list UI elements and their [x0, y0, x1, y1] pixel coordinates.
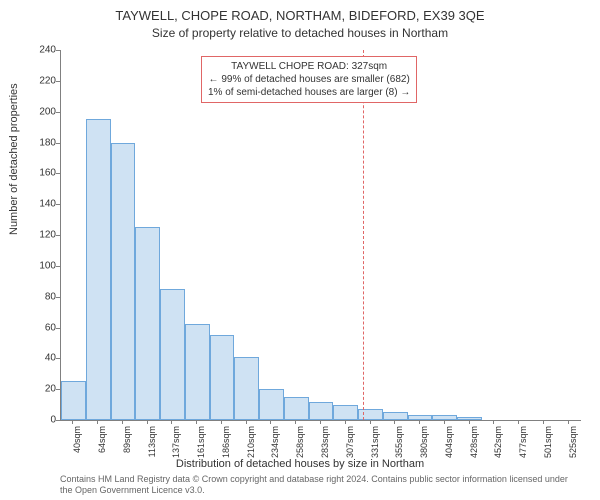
- histogram-bar: [432, 415, 457, 420]
- histogram-bar: [86, 119, 111, 420]
- chart-subtitle: Size of property relative to detached ho…: [0, 26, 600, 40]
- x-tick-mark: [295, 420, 296, 424]
- y-tick-label: 240: [39, 45, 56, 56]
- callout-line3: 1% of semi-detached houses are larger (8…: [208, 86, 410, 99]
- y-tick-label: 100: [39, 260, 56, 271]
- histogram-bar: [457, 417, 482, 420]
- y-tick-label: 180: [39, 137, 56, 148]
- x-tick-mark: [444, 420, 445, 424]
- y-tick-label: 220: [39, 75, 56, 86]
- histogram-bar: [358, 409, 383, 420]
- x-tick-mark: [345, 420, 346, 424]
- reference-line: [363, 50, 364, 420]
- histogram-bar: [61, 381, 86, 420]
- y-tick-mark: [56, 173, 60, 174]
- x-tick-mark: [469, 420, 470, 424]
- x-tick-mark: [370, 420, 371, 424]
- y-tick-mark: [56, 389, 60, 390]
- x-tick-mark: [97, 420, 98, 424]
- histogram-bar: [185, 324, 210, 420]
- histogram-bar: [383, 412, 408, 420]
- y-tick-label: 160: [39, 168, 56, 179]
- histogram-bar: [210, 335, 235, 420]
- y-tick-label: 140: [39, 199, 56, 210]
- x-tick-mark: [72, 420, 73, 424]
- x-tick-mark: [493, 420, 494, 424]
- x-tick-mark: [394, 420, 395, 424]
- x-tick-mark: [122, 420, 123, 424]
- x-tick-mark: [221, 420, 222, 424]
- y-tick-label: 60: [45, 322, 56, 333]
- x-tick-mark: [543, 420, 544, 424]
- y-tick-mark: [56, 420, 60, 421]
- histogram-bar: [111, 143, 136, 421]
- y-tick-mark: [56, 204, 60, 205]
- chart-container: TAYWELL, CHOPE ROAD, NORTHAM, BIDEFORD, …: [0, 0, 600, 500]
- histogram-bar: [160, 289, 185, 420]
- x-tick-mark: [246, 420, 247, 424]
- x-tick-mark: [518, 420, 519, 424]
- x-tick-mark: [568, 420, 569, 424]
- y-tick-mark: [56, 143, 60, 144]
- histogram-bar: [333, 405, 358, 420]
- y-tick-mark: [56, 112, 60, 113]
- histogram-bar: [259, 389, 284, 420]
- x-tick-mark: [171, 420, 172, 424]
- x-tick-mark: [270, 420, 271, 424]
- x-tick-mark: [419, 420, 420, 424]
- histogram-bar: [309, 402, 334, 421]
- y-tick-label: 120: [39, 230, 56, 241]
- y-axis-label: Number of detached properties: [8, 83, 20, 235]
- footer-note: Contains HM Land Registry data © Crown c…: [60, 474, 580, 496]
- histogram-bar: [234, 357, 259, 420]
- y-tick-label: 40: [45, 353, 56, 364]
- y-tick-mark: [56, 297, 60, 298]
- callout-line2: ← 99% of detached houses are smaller (68…: [208, 73, 410, 86]
- x-axis-label: Distribution of detached houses by size …: [0, 458, 600, 470]
- x-tick-mark: [196, 420, 197, 424]
- y-tick-mark: [56, 358, 60, 359]
- y-tick-mark: [56, 266, 60, 267]
- histogram-bar: [135, 227, 160, 420]
- y-tick-mark: [56, 235, 60, 236]
- x-tick-mark: [147, 420, 148, 424]
- y-tick-mark: [56, 50, 60, 51]
- plot-area: TAYWELL CHOPE ROAD: 327sqm← 99% of detac…: [60, 50, 581, 421]
- y-tick-label: 80: [45, 291, 56, 302]
- histogram-bar: [284, 397, 309, 420]
- y-tick-label: 20: [45, 384, 56, 395]
- y-tick-mark: [56, 81, 60, 82]
- x-tick-mark: [320, 420, 321, 424]
- callout-line1: TAYWELL CHOPE ROAD: 327sqm: [208, 60, 410, 73]
- chart-title: TAYWELL, CHOPE ROAD, NORTHAM, BIDEFORD, …: [0, 8, 600, 23]
- y-tick-label: 200: [39, 106, 56, 117]
- callout-box: TAYWELL CHOPE ROAD: 327sqm← 99% of detac…: [201, 56, 417, 103]
- y-tick-mark: [56, 328, 60, 329]
